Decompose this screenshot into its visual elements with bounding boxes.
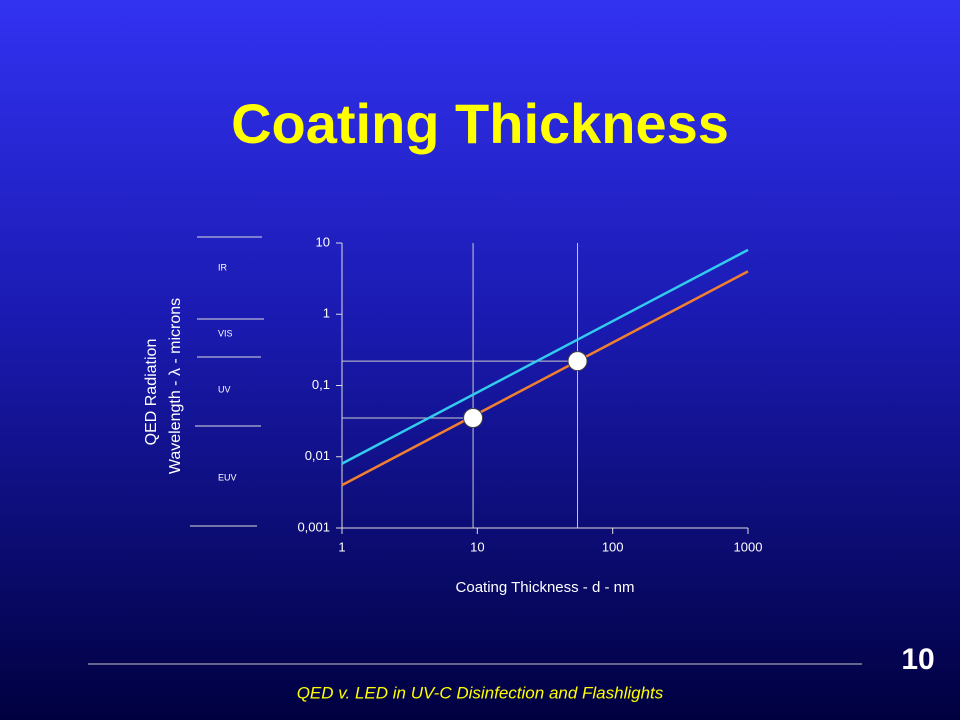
y-axis-label: Wavelength - λ - microns <box>167 298 184 474</box>
x-tick-label: 100 <box>602 539 624 554</box>
marker <box>463 407 484 428</box>
series-line <box>341 248 749 465</box>
x-tick-label: 1000 <box>734 539 763 554</box>
x-axis-label: Coating Thickness - d - nm <box>456 579 635 596</box>
y-tick-label: 0,01 <box>305 448 330 463</box>
marker <box>567 351 588 372</box>
slide-title: Coating Thickness <box>231 92 729 155</box>
y-tick-label: 0,001 <box>297 519 330 534</box>
y-axis-label: QED Radiation <box>143 339 160 446</box>
page-number: 10 <box>901 643 934 676</box>
footer-text: QED v. LED in UV-C Disinfection and Flas… <box>297 683 664 702</box>
band-label: VIS <box>218 328 233 338</box>
y-tick-label: 0,1 <box>312 377 330 392</box>
band-separators <box>190 236 264 527</box>
series-line <box>341 270 749 487</box>
band-label: EUV <box>218 472 237 482</box>
band-label: IR <box>218 262 228 272</box>
x-tick-label: 1 <box>338 539 345 554</box>
x-tick-label: 10 <box>470 539 484 554</box>
band-label: UV <box>218 384 231 394</box>
y-tick-label: 10 <box>316 234 330 249</box>
y-tick-label: 1 <box>323 306 330 321</box>
